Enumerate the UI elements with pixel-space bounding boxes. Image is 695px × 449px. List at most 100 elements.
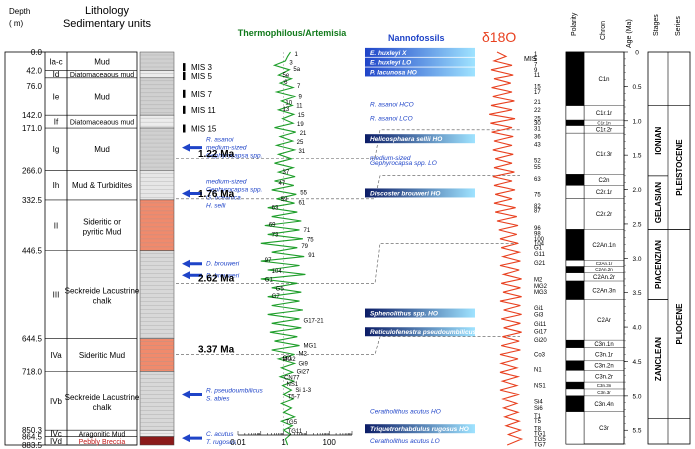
unit-name: Ia-c (49, 57, 62, 66)
chron-label: C2An.1r (596, 261, 613, 266)
age-tick-label: 0.5 (632, 84, 641, 91)
d18o-marker-label: T5 (534, 419, 542, 425)
unit-name: IVa (50, 351, 62, 360)
unit-name: IVd (50, 437, 62, 446)
nanno-event-label: P. lacunosa HO (370, 69, 417, 76)
nanno-event-label: Discoster brouweri HO (370, 190, 440, 197)
d18o-marker-label: T1 (534, 414, 542, 420)
unit-description: Diatomaceaous mud (70, 72, 134, 79)
nanno-event-bar (365, 57, 475, 67)
age-boundary-line (176, 336, 520, 355)
nanno-event-label: R. asanoi HCO (370, 101, 414, 108)
polarity-block (565, 339, 585, 348)
thermo-marker-label: 11 (296, 103, 303, 109)
d18o-marker-label: 82 (534, 204, 541, 210)
d18o-marker-label: 1 (534, 52, 538, 58)
polarity-block (565, 125, 585, 134)
d18o-marker-label: Co3 (534, 352, 546, 358)
thermo-marker-label: 71 (304, 228, 311, 234)
polarity-block (565, 272, 585, 282)
thermo-tick-label: 0.01 (230, 438, 246, 447)
chron-label: C1r.2r (596, 127, 612, 133)
age-tick-label: 1.5 (632, 153, 641, 160)
polarity-block (565, 280, 585, 300)
thermophilous-plot (260, 51, 306, 446)
unit-name: II (54, 221, 58, 230)
d18o-marker-label: T8 (534, 426, 542, 432)
thermo-marker-label: TG5 (285, 420, 297, 426)
d18o-marker-label: 17 (534, 90, 541, 96)
stage-label: ZANCLEAN (654, 337, 663, 381)
thermo-marker-label: 5e (283, 73, 290, 79)
d18o-marker-label: Si6 (534, 406, 543, 412)
d18o-marker-label: 52 (534, 159, 541, 165)
nanno-event-bar (365, 134, 475, 144)
thermo-marker-label: 69 (269, 223, 276, 229)
thermo-marker-label: 13 (283, 107, 290, 113)
lithology-block (139, 170, 175, 201)
thermo-tick-label: 100 (323, 438, 337, 447)
chron-label: C1r.3r (596, 152, 612, 158)
age-boundary-label: 1.22 Ma (198, 149, 235, 160)
d18o-marker-label: 15 (534, 85, 541, 91)
nanno-event-label: Ceratholithus acutus HO (370, 408, 441, 415)
event-arrow-label: T. rugosus (206, 439, 237, 446)
lithology-block (139, 371, 175, 431)
event-arrow (182, 189, 202, 198)
d18o-marker-label: 55 (534, 165, 541, 171)
unit-description: Diatomaceaous mud (70, 120, 134, 127)
nanno-event-bar (365, 188, 475, 198)
polarity-block (565, 411, 585, 445)
unit-description: Seckreide Lacustrine chalk (65, 393, 140, 412)
d18o-marker-label: 63 (534, 177, 541, 183)
thermo-marker-label: 79 (301, 244, 308, 250)
unit-description: Sideritic or pyritic Mud (83, 217, 122, 236)
age-tick-label: 4.0 (632, 325, 641, 332)
thermo-marker-label: 9 (298, 94, 302, 100)
polarity-block (565, 260, 585, 267)
d18o-marker-label: 30 (534, 121, 541, 127)
d18o-marker-label: G21 (534, 261, 546, 267)
chron-label: C3n.3r (597, 390, 611, 395)
depth-tick-label: 42.0 (26, 67, 42, 76)
d18o-marker-label: 87 (534, 208, 541, 214)
chron-label: C1n (598, 77, 609, 83)
d18o-marker-label: 96 (534, 226, 541, 232)
d18o-markers: 1579111517212225303136435255637582879698… (534, 52, 548, 449)
d18o-marker-label: Gi3 (534, 312, 544, 318)
d18o-marker-label: 75 (534, 192, 541, 198)
d18o-marker-label: 9 (534, 68, 538, 74)
d18o-marker-label: MG2 (534, 284, 548, 290)
thermo-marker-label: G17-21 (304, 319, 325, 325)
chron-label: C3r (599, 426, 609, 432)
nanno-event-label: Reticulofenestra pseudoumbilicus HO (370, 329, 488, 336)
depth-tick-label: 332.5 (22, 196, 43, 205)
d18o-marker-label: TG7 (534, 442, 546, 448)
depth-tick-label: 864.5 (22, 433, 43, 442)
depth-tick-label: 644.5 (22, 335, 43, 344)
event-arrow-label: medium-sized (206, 178, 247, 185)
polarity-block (565, 360, 585, 371)
age-tick-label: 5.5 (632, 428, 641, 435)
thermo-marker-label: 3 (289, 61, 293, 67)
chron-label: C2r.1r (596, 190, 612, 196)
event-arrow (182, 390, 202, 399)
lithology-block (139, 51, 175, 71)
d18o-marker-label: M2 (534, 278, 543, 284)
unit-name: Id (53, 70, 60, 79)
thermo-marker-label: M2 (298, 352, 307, 358)
age-tick-label: 3.5 (632, 290, 641, 297)
polarity-block (565, 395, 585, 412)
depth-tick-label: 266.0 (22, 166, 43, 175)
chron-label: C2An.3n (592, 288, 615, 294)
thermo-marker-label: 104 (272, 269, 283, 275)
thermo-marker-label: T5-7 (288, 394, 301, 400)
thermo-marker-label: MG1 (304, 344, 318, 350)
thermo-series-line (260, 51, 306, 446)
d18o-marker-label: N1 (534, 368, 542, 374)
thermo-marker-label: 1 (294, 52, 298, 58)
nannofossil-events: E. huxleyi X E. huxleyi LO P. lacunosa HO R… (365, 47, 488, 445)
polarity-block (565, 347, 585, 361)
